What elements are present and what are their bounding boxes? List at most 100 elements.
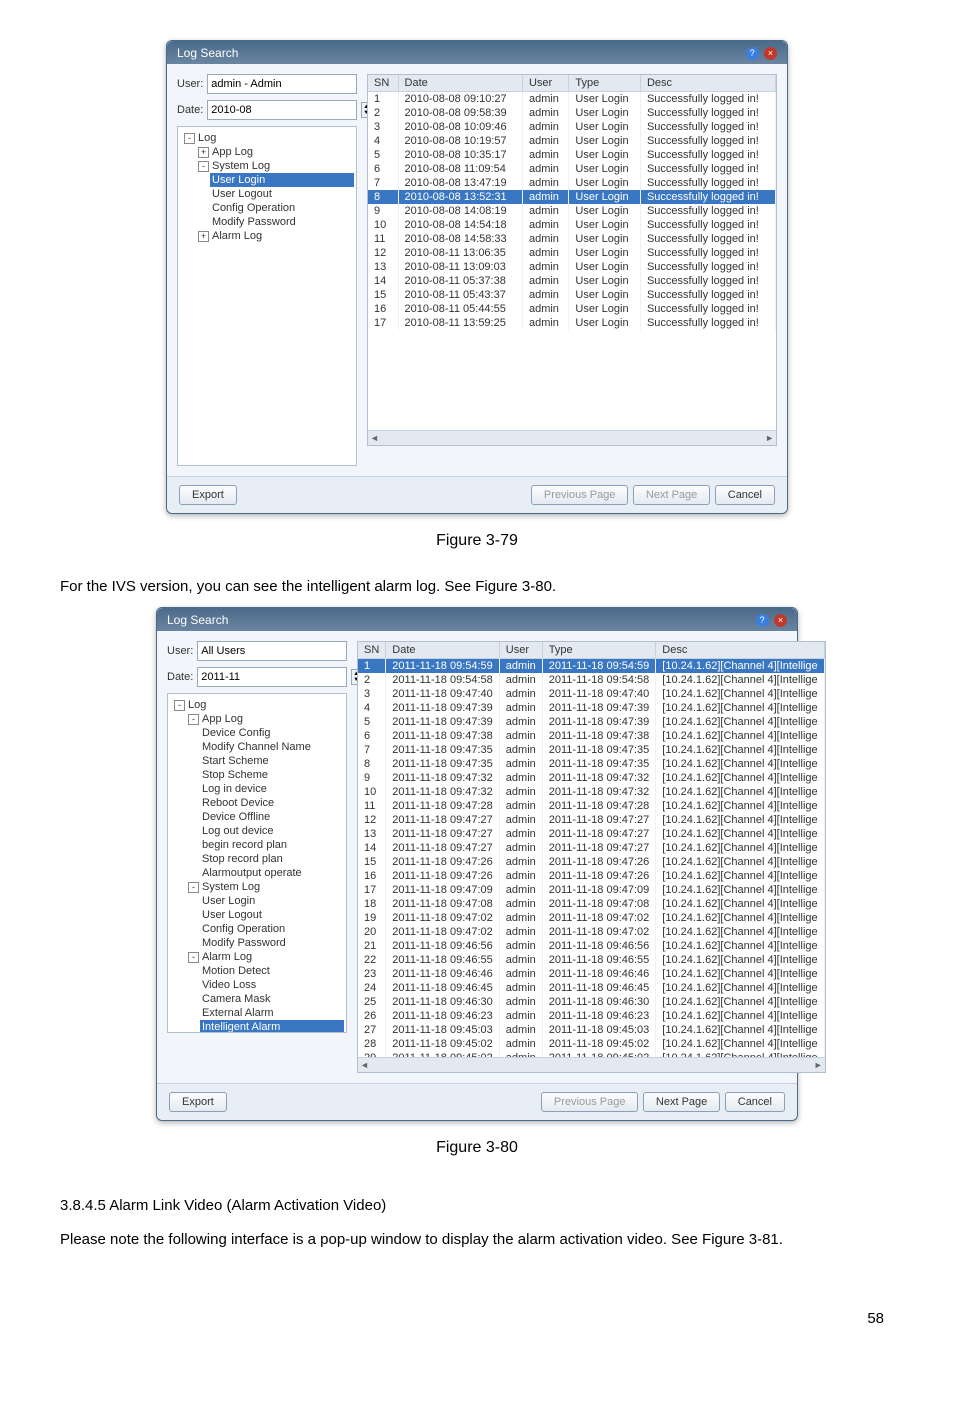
tree-leaf[interactable]: Modify Password: [210, 215, 354, 229]
tree-leaf[interactable]: Motion Detect: [200, 964, 344, 978]
user-select[interactable]: [207, 74, 357, 94]
table-row[interactable]: 12010-08-08 09:10:27adminUser LoginSucce…: [368, 92, 776, 107]
h-scrollbar[interactable]: ◄►: [368, 430, 776, 445]
date-input[interactable]: [207, 100, 357, 120]
column-header[interactable]: Type: [542, 642, 656, 659]
tree-node[interactable]: -App Log: [186, 712, 344, 726]
table-row[interactable]: 92011-11-18 09:47:32admin2011-11-18 09:4…: [358, 771, 824, 785]
tree-leaf[interactable]: Alarmoutput operate: [200, 866, 344, 880]
prev-page-button[interactable]: Previous Page: [541, 1092, 639, 1112]
cancel-button[interactable]: Cancel: [725, 1092, 785, 1112]
log-table[interactable]: SNDateUserTypeDesc12011-11-18 09:54:59ad…: [357, 641, 826, 1073]
table-row[interactable]: 162010-08-11 05:44:55adminUser LoginSucc…: [368, 302, 776, 316]
log-tree[interactable]: -Log+App Log-System LogUser LoginUser Lo…: [177, 126, 357, 466]
tree-leaf[interactable]: Log in device: [200, 782, 344, 796]
tree-leaf[interactable]: Modify Channel Name: [200, 740, 344, 754]
tree-leaf[interactable]: Device Config: [200, 726, 344, 740]
table-row[interactable]: 222011-11-18 09:46:55admin2011-11-18 09:…: [358, 953, 824, 967]
table-row[interactable]: 112011-11-18 09:47:28admin2011-11-18 09:…: [358, 799, 824, 813]
column-header[interactable]: Desc: [640, 75, 775, 92]
tree-leaf[interactable]: Stop Scheme: [200, 768, 344, 782]
table-row[interactable]: 62010-08-08 11:09:54adminUser LoginSucce…: [368, 162, 776, 176]
export-button[interactable]: Export: [179, 485, 237, 505]
table-row[interactable]: 192011-11-18 09:47:02admin2011-11-18 09:…: [358, 911, 824, 925]
table-row[interactable]: 42011-11-18 09:47:39admin2011-11-18 09:4…: [358, 701, 824, 715]
table-row[interactable]: 82010-08-08 13:52:31adminUser LoginSucce…: [368, 190, 776, 204]
table-row[interactable]: 132011-11-18 09:47:27admin2011-11-18 09:…: [358, 827, 824, 841]
tree-leaf[interactable]: Log out device: [200, 824, 344, 838]
table-row[interactable]: 172010-08-11 13:59:25adminUser LoginSucc…: [368, 316, 776, 330]
table-row[interactable]: 152011-11-18 09:47:26admin2011-11-18 09:…: [358, 855, 824, 869]
table-row[interactable]: 142010-08-11 05:37:38adminUser LoginSucc…: [368, 274, 776, 288]
column-header[interactable]: Date: [398, 75, 522, 92]
column-header[interactable]: SN: [368, 75, 398, 92]
help-icon[interactable]: ?: [756, 614, 769, 627]
tree-leaf[interactable]: Device Offline: [200, 810, 344, 824]
table-row[interactable]: 122010-08-11 13:06:35adminUser LoginSucc…: [368, 246, 776, 260]
table-row[interactable]: 172011-11-18 09:47:09admin2011-11-18 09:…: [358, 883, 824, 897]
tree-node[interactable]: +Alarm Log: [196, 229, 354, 243]
table-row[interactable]: 72010-08-08 13:47:19adminUser LoginSucce…: [368, 176, 776, 190]
tree-node[interactable]: -System Log: [196, 159, 354, 173]
cancel-button[interactable]: Cancel: [715, 485, 775, 505]
export-button[interactable]: Export: [169, 1092, 227, 1112]
next-page-button[interactable]: Next Page: [643, 1092, 720, 1112]
table-row[interactable]: 272011-11-18 09:45:03admin2011-11-18 09:…: [358, 1023, 824, 1037]
tree-leaf[interactable]: Start Scheme: [200, 754, 344, 768]
table-row[interactable]: 242011-11-18 09:46:45admin2011-11-18 09:…: [358, 981, 824, 995]
tree-root[interactable]: -Log: [182, 131, 354, 145]
tree-leaf[interactable]: Config Operation: [200, 922, 344, 936]
table-row[interactable]: 82011-11-18 09:47:35admin2011-11-18 09:4…: [358, 757, 824, 771]
tree-leaf[interactable]: begin record plan: [200, 838, 344, 852]
table-row[interactable]: 112010-08-08 14:58:33adminUser LoginSucc…: [368, 232, 776, 246]
next-page-button[interactable]: Next Page: [633, 485, 710, 505]
table-row[interactable]: 212011-11-18 09:46:56admin2011-11-18 09:…: [358, 939, 824, 953]
table-row[interactable]: 32011-11-18 09:47:40admin2011-11-18 09:4…: [358, 687, 824, 701]
table-row[interactable]: 132010-08-11 13:09:03adminUser LoginSucc…: [368, 260, 776, 274]
tree-leaf[interactable]: User Login: [210, 173, 354, 187]
tree-leaf[interactable]: Modify Password: [200, 936, 344, 950]
tree-leaf[interactable]: External Alarm: [200, 1006, 344, 1020]
tree-node[interactable]: +App Log: [196, 145, 354, 159]
help-icon[interactable]: ?: [746, 47, 759, 60]
tree-root[interactable]: -Log: [172, 698, 344, 712]
column-header[interactable]: SN: [358, 642, 386, 659]
close-icon[interactable]: ×: [774, 614, 787, 627]
table-row[interactable]: 22010-08-08 09:58:39adminUser LoginSucce…: [368, 106, 776, 120]
table-row[interactable]: 282011-11-18 09:45:02admin2011-11-18 09:…: [358, 1037, 824, 1051]
table-row[interactable]: 102011-11-18 09:47:32admin2011-11-18 09:…: [358, 785, 824, 799]
close-icon[interactable]: ×: [764, 47, 777, 60]
tree-leaf[interactable]: User Logout: [200, 908, 344, 922]
table-row[interactable]: 232011-11-18 09:46:46admin2011-11-18 09:…: [358, 967, 824, 981]
column-header[interactable]: Date: [386, 642, 500, 659]
tree-leaf[interactable]: Reboot Device: [200, 796, 344, 810]
table-row[interactable]: 72011-11-18 09:47:35admin2011-11-18 09:4…: [358, 743, 824, 757]
tree-leaf[interactable]: Intelligent Alarm: [200, 1020, 344, 1033]
table-row[interactable]: 142011-11-18 09:47:27admin2011-11-18 09:…: [358, 841, 824, 855]
column-header[interactable]: User: [522, 75, 568, 92]
table-row[interactable]: 52011-11-18 09:47:39admin2011-11-18 09:4…: [358, 715, 824, 729]
tree-leaf[interactable]: Stop record plan: [200, 852, 344, 866]
prev-page-button[interactable]: Previous Page: [531, 485, 629, 505]
date-input[interactable]: [197, 667, 347, 687]
tree-leaf[interactable]: User Logout: [210, 187, 354, 201]
column-header[interactable]: User: [499, 642, 542, 659]
tree-leaf[interactable]: Camera Mask: [200, 992, 344, 1006]
tree-leaf[interactable]: Config Operation: [210, 201, 354, 215]
table-row[interactable]: 182011-11-18 09:47:08admin2011-11-18 09:…: [358, 897, 824, 911]
table-row[interactable]: 152010-08-11 05:43:37adminUser LoginSucc…: [368, 288, 776, 302]
user-select[interactable]: [197, 641, 347, 661]
table-row[interactable]: 92010-08-08 14:08:19adminUser LoginSucce…: [368, 204, 776, 218]
table-row[interactable]: 122011-11-18 09:47:27admin2011-11-18 09:…: [358, 813, 824, 827]
column-header[interactable]: Type: [569, 75, 641, 92]
log-tree[interactable]: -Log-App LogDevice ConfigModify Channel …: [167, 693, 347, 1033]
table-row[interactable]: 102010-08-08 14:54:18adminUser LoginSucc…: [368, 218, 776, 232]
tree-leaf[interactable]: Video Loss: [200, 978, 344, 992]
log-table[interactable]: SNDateUserTypeDesc12010-08-08 09:10:27ad…: [367, 74, 777, 446]
tree-node[interactable]: -Alarm Log: [186, 950, 344, 964]
table-row[interactable]: 52010-08-08 10:35:17adminUser LoginSucce…: [368, 148, 776, 162]
table-row[interactable]: 202011-11-18 09:47:02admin2011-11-18 09:…: [358, 925, 824, 939]
table-row[interactable]: 12011-11-18 09:54:59admin2011-11-18 09:5…: [358, 659, 824, 674]
table-row[interactable]: 22011-11-18 09:54:58admin2011-11-18 09:5…: [358, 673, 824, 687]
table-row[interactable]: 32010-08-08 10:09:46adminUser LoginSucce…: [368, 120, 776, 134]
